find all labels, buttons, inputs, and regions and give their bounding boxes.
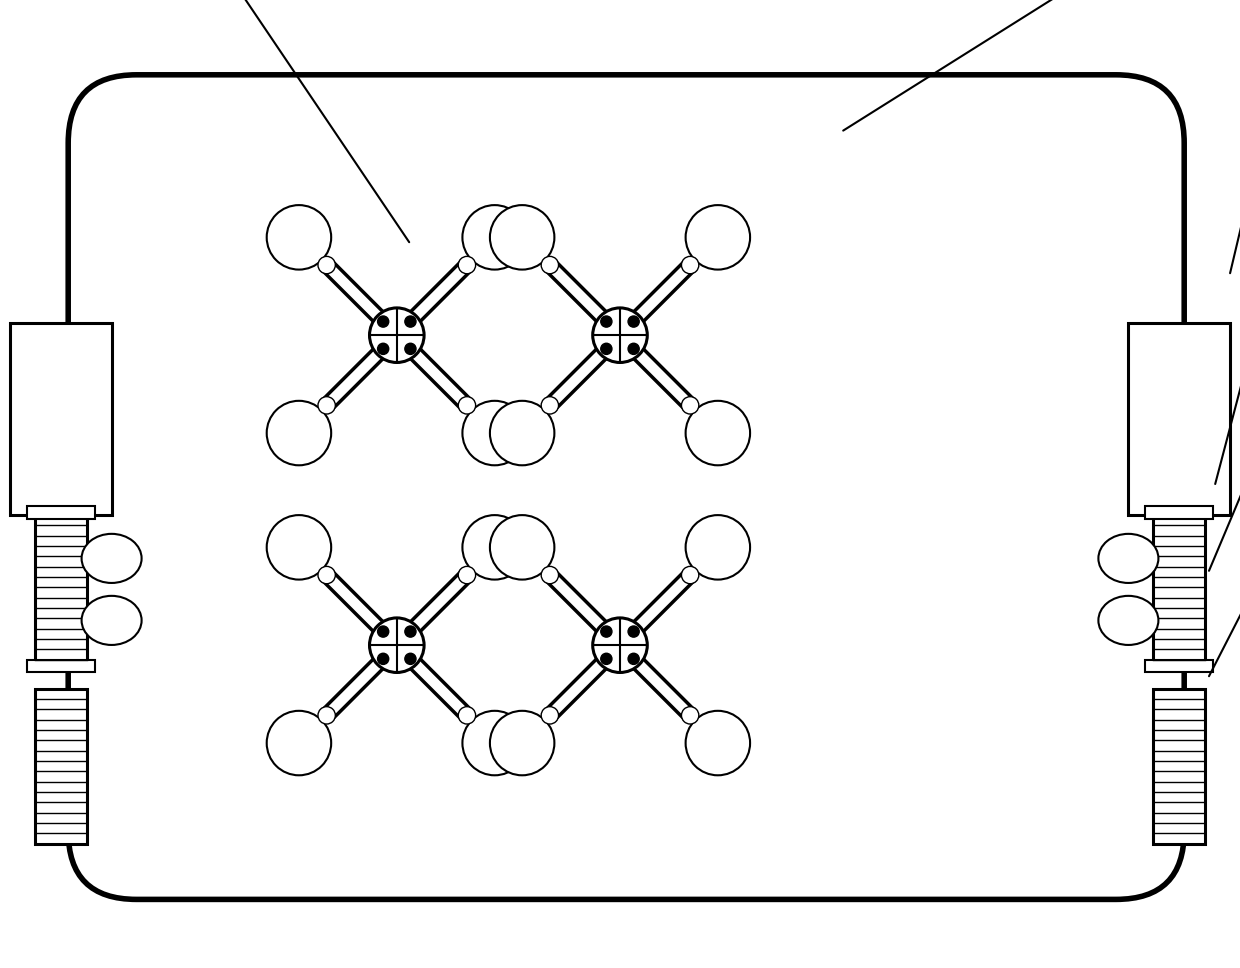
Circle shape	[267, 205, 331, 269]
Bar	[1153, 688, 1205, 843]
Circle shape	[317, 397, 335, 414]
Circle shape	[682, 257, 699, 274]
Circle shape	[682, 397, 699, 414]
Bar	[1153, 515, 1205, 670]
Circle shape	[686, 401, 750, 466]
Circle shape	[404, 344, 415, 354]
Circle shape	[541, 257, 558, 274]
Circle shape	[627, 344, 640, 354]
Circle shape	[378, 316, 389, 327]
Bar	[1128, 322, 1230, 515]
Circle shape	[627, 316, 640, 327]
Circle shape	[541, 707, 558, 724]
Circle shape	[593, 308, 647, 362]
Circle shape	[686, 515, 750, 580]
Circle shape	[541, 397, 558, 414]
Circle shape	[459, 397, 476, 414]
Bar	[1145, 660, 1213, 673]
Circle shape	[600, 344, 613, 354]
Ellipse shape	[1099, 533, 1158, 583]
Bar	[10, 322, 112, 515]
Ellipse shape	[82, 596, 141, 645]
Circle shape	[317, 707, 335, 724]
Circle shape	[463, 205, 527, 269]
Circle shape	[686, 711, 750, 775]
Circle shape	[600, 316, 613, 327]
Circle shape	[317, 257, 335, 274]
Circle shape	[459, 707, 476, 724]
Circle shape	[267, 711, 331, 775]
Circle shape	[267, 515, 331, 580]
Circle shape	[541, 566, 558, 584]
Circle shape	[463, 515, 527, 580]
Circle shape	[593, 618, 647, 673]
Circle shape	[267, 401, 331, 466]
Bar	[35, 688, 87, 843]
Circle shape	[600, 653, 613, 664]
Bar	[27, 660, 95, 673]
Circle shape	[459, 257, 476, 274]
Ellipse shape	[82, 533, 141, 583]
Bar	[27, 506, 95, 519]
Circle shape	[463, 401, 527, 466]
Circle shape	[378, 626, 389, 637]
Circle shape	[459, 566, 476, 584]
Circle shape	[404, 626, 415, 637]
Circle shape	[404, 316, 415, 327]
Ellipse shape	[1099, 596, 1158, 645]
FancyBboxPatch shape	[68, 75, 1184, 899]
Circle shape	[600, 626, 613, 637]
Circle shape	[682, 566, 699, 584]
Circle shape	[490, 515, 554, 580]
Circle shape	[627, 653, 640, 664]
Circle shape	[404, 653, 415, 664]
Circle shape	[317, 566, 335, 584]
Circle shape	[378, 344, 389, 354]
Circle shape	[686, 205, 750, 269]
Circle shape	[370, 618, 424, 673]
Circle shape	[627, 626, 640, 637]
Circle shape	[490, 711, 554, 775]
Circle shape	[463, 711, 527, 775]
Bar	[1145, 506, 1213, 519]
Circle shape	[370, 308, 424, 362]
Circle shape	[682, 707, 699, 724]
Bar	[35, 515, 87, 670]
Circle shape	[490, 401, 554, 466]
Circle shape	[378, 653, 389, 664]
Circle shape	[490, 205, 554, 269]
